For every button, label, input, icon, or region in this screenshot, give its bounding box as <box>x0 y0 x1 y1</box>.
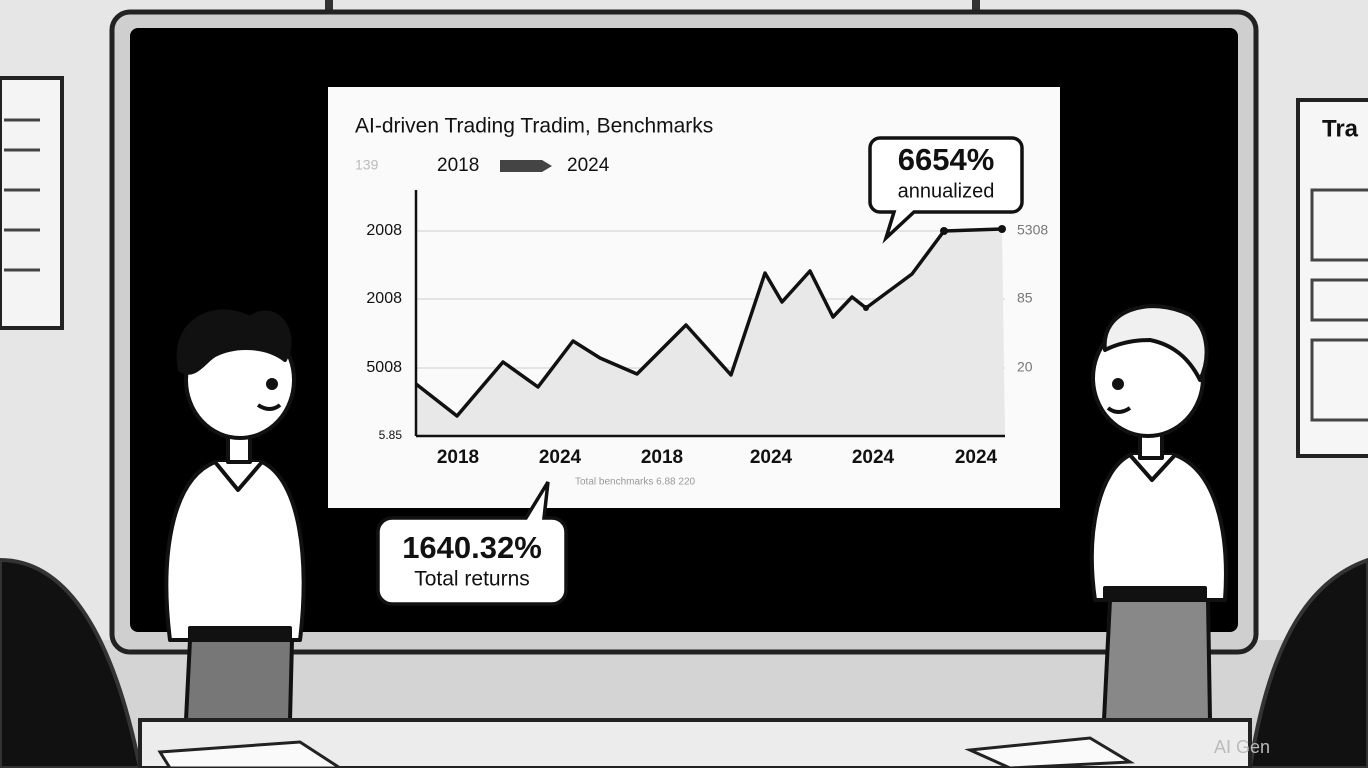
x-labels: 2018 2024 2018 2024 2024 2024 <box>437 447 998 468</box>
papers <box>157 740 343 768</box>
callout-caption: Total returns <box>414 568 530 591</box>
papers <box>964 736 1136 768</box>
y-label-right: 5308 <box>1017 222 1048 238</box>
y-label-left: 5.85 <box>379 428 403 442</box>
poster-left-lines <box>4 118 40 272</box>
y-label-right: 20 <box>1017 359 1033 375</box>
x-label: 2018 <box>641 447 683 468</box>
line <box>414 227 1003 418</box>
x-label: 2018 <box>437 447 479 468</box>
chart-title: AI-driven Trading Tradim, Benchmarks <box>355 115 713 138</box>
callout-caption: annualized <box>898 180 995 202</box>
left-labels: 2008 2008 5008 5.85 <box>366 222 402 442</box>
callout-value: 1640.32% <box>402 530 542 565</box>
poster-right <box>1296 98 1368 458</box>
x-label: 2024 <box>955 447 998 468</box>
person-left <box>164 309 306 722</box>
poster-text: Tra <box>1322 115 1359 142</box>
legend-to: 2024 <box>567 155 610 176</box>
x-label: 2024 <box>539 447 582 468</box>
watermark: AI Gen <box>1214 737 1270 757</box>
poster-left <box>0 76 64 330</box>
poster-right-blocks <box>1310 188 1368 422</box>
y-label-left: 2008 <box>366 222 402 239</box>
y-label-left: 2008 <box>366 290 402 307</box>
mount <box>972 0 980 14</box>
callout-value: 6654% <box>898 142 995 177</box>
callout-bubble <box>868 136 1024 244</box>
line-dots <box>863 225 1006 311</box>
y-label-right: 85 <box>1017 290 1033 306</box>
x-label: 2024 <box>852 447 895 468</box>
mount <box>325 0 333 14</box>
line-area <box>416 229 1005 436</box>
legend-faint: 139 <box>355 157 379 173</box>
right-labels: 5308 85 20 <box>1017 222 1048 375</box>
x-label: 2024 <box>750 447 793 468</box>
callout-bubble <box>376 481 568 606</box>
y-label-left: 5008 <box>366 359 402 376</box>
person-right <box>1089 304 1228 722</box>
chart-footer: Total benchmarks 6.88 220 <box>575 477 696 488</box>
legend-from: 2018 <box>437 155 479 176</box>
chair-left <box>0 557 143 768</box>
legend-arrow <box>500 160 552 172</box>
